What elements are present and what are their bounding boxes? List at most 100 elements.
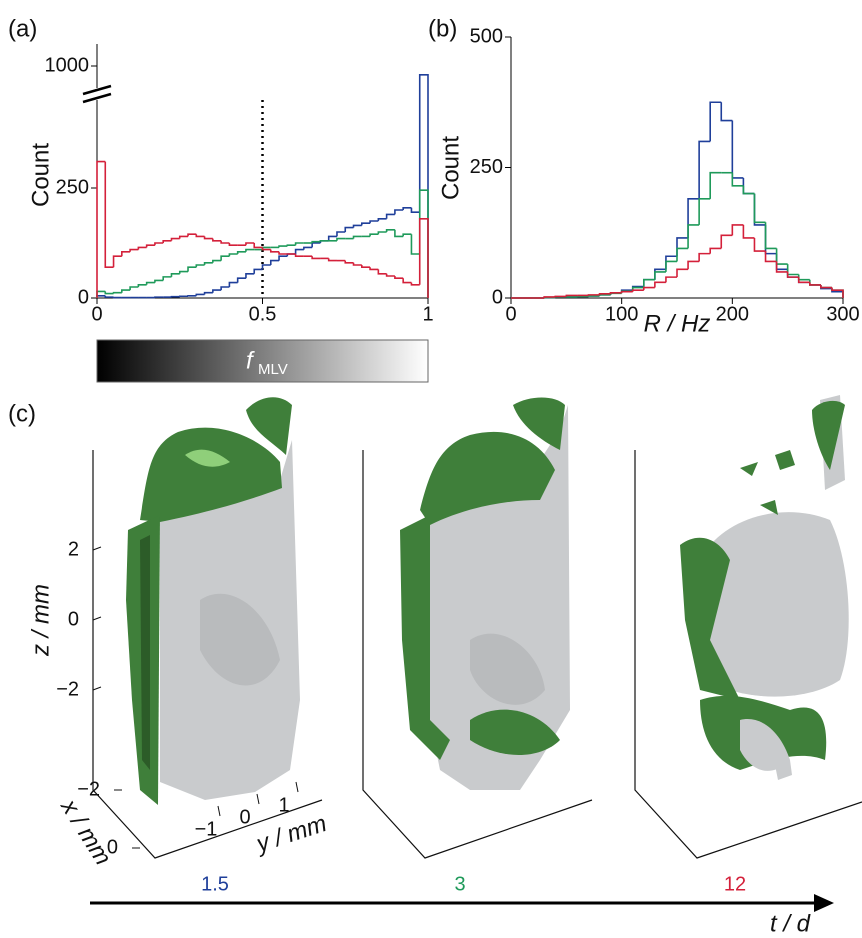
histogram-step <box>643 278 655 287</box>
tick <box>92 686 102 691</box>
histogram-step <box>311 256 321 260</box>
time-label: 1.5 <box>201 873 229 895</box>
histogram-step <box>203 291 213 295</box>
histogram-step <box>764 222 777 250</box>
histogram-step <box>212 238 222 242</box>
time-label: 12 <box>724 873 746 895</box>
histogram-step <box>96 290 106 298</box>
histogram-step <box>402 207 412 210</box>
histogram-step <box>162 276 172 281</box>
colorbar-subscript: MLV <box>258 361 288 378</box>
histogram-step <box>245 273 255 279</box>
histogram-step <box>319 240 329 242</box>
histogram-step <box>731 224 744 236</box>
panel-label: (b) <box>428 15 457 42</box>
y-tick-label: 250 <box>56 176 89 198</box>
histogram-step <box>709 101 722 142</box>
histogram-step <box>797 277 810 284</box>
histogram-step <box>698 140 711 199</box>
histogram-step <box>261 247 271 251</box>
histogram-step <box>775 248 788 265</box>
histogram-step <box>269 249 280 253</box>
histogram-step <box>753 193 766 224</box>
histogram-step <box>104 291 114 295</box>
histogram-step <box>269 259 280 265</box>
histogram-step <box>187 233 197 237</box>
tick-label: −2 <box>77 778 100 800</box>
histogram-step <box>352 224 362 228</box>
histograms: 0 250 1000 0 0.5 1 0 250 500 0 100 200 300 <box>45 25 860 325</box>
histogram-step <box>654 268 666 280</box>
x-tick-label: 0.5 <box>249 303 277 325</box>
panel-label: (a) <box>8 15 37 42</box>
tick-label: 1 <box>278 794 289 816</box>
histogram-step <box>418 74 429 298</box>
histogram-step <box>410 207 420 213</box>
histogram-step <box>377 269 387 275</box>
histogram-step <box>720 102 733 122</box>
histogram-step <box>576 295 589 298</box>
histogram-step <box>786 264 799 276</box>
histogram-step <box>797 274 810 281</box>
y-tick-label: 0 <box>78 286 89 308</box>
histogram-step <box>742 177 755 195</box>
histogram-step <box>220 240 230 244</box>
tick-label: −1 <box>195 818 218 840</box>
histogram-step <box>220 286 230 291</box>
histogram-step <box>228 253 238 257</box>
histogram-step <box>410 282 420 286</box>
x-tick-label: 1 <box>422 303 433 325</box>
histogram-step <box>212 259 222 263</box>
tick-label: 2 <box>68 538 79 560</box>
histogram-step <box>631 289 644 292</box>
histogram-step <box>377 231 387 235</box>
histogram-step <box>344 226 354 232</box>
y-tick-label: 0 <box>492 286 503 308</box>
histogram-step <box>162 240 172 243</box>
histogram-step <box>369 267 379 271</box>
histogram-step <box>598 294 611 296</box>
histogram-step <box>245 248 255 252</box>
histogram-step <box>731 120 744 179</box>
histogram-step <box>402 278 412 284</box>
histogram-step <box>261 264 271 270</box>
histogram-step <box>145 281 155 285</box>
tick <box>92 546 102 551</box>
histogram-step <box>753 237 766 252</box>
histogram-step <box>698 198 711 225</box>
histogram-step <box>820 284 832 289</box>
tick <box>92 616 102 621</box>
histogram-step <box>731 172 744 187</box>
histogram-step <box>294 242 304 246</box>
histogram-step <box>809 282 821 286</box>
histogram-step <box>121 289 131 293</box>
render-2 <box>400 397 570 790</box>
histogram-step <box>311 240 321 243</box>
histogram-step <box>764 251 777 263</box>
histogram-step <box>178 270 189 274</box>
histogram-step <box>709 171 722 199</box>
y-axis-label: Count <box>27 143 54 207</box>
histogram-step <box>352 235 362 239</box>
histogram-step <box>278 255 288 261</box>
x-axis-label: R / Hz <box>644 310 711 337</box>
axis-break <box>82 84 112 104</box>
x-tick-label: 100 <box>605 303 638 325</box>
time-axis-label: t / d <box>770 910 811 937</box>
tick-label: 0 <box>68 608 79 630</box>
histogram-step <box>418 218 429 298</box>
histogram-step <box>245 242 255 246</box>
histogram-step <box>676 237 689 257</box>
histogram-step <box>565 294 578 297</box>
histogram-step <box>336 237 346 241</box>
histogram-step <box>112 291 122 294</box>
histogram-step <box>643 286 655 291</box>
histogram-step <box>620 290 633 293</box>
histogram-step <box>587 294 600 296</box>
histogram-step <box>327 235 337 241</box>
x-tick-label: 300 <box>826 303 859 325</box>
histogram-step <box>665 276 677 283</box>
histogram-step <box>687 260 700 270</box>
histogram-step <box>385 273 395 277</box>
